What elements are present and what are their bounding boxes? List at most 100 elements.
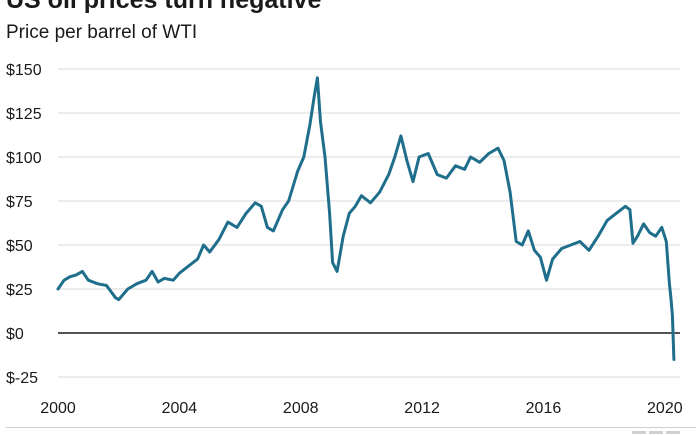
data-point [96,282,99,285]
data-point [454,165,457,167]
data-point [354,205,357,208]
y-tick-label: $0 [6,326,24,343]
data-point [418,156,420,158]
data-point [412,180,414,183]
data-point [136,282,138,285]
data-point [515,240,517,243]
data-point [597,235,599,237]
data-point [660,226,663,229]
data-point [509,191,511,193]
data-point [632,242,634,245]
data-point [545,279,548,282]
data-point [324,156,326,158]
y-tick-label: $25 [6,282,33,299]
data-point [629,209,631,211]
data-point [668,282,671,285]
data-point [463,168,466,171]
data-point [172,279,175,282]
x-tick-label: 2020 [647,400,683,417]
data-point [360,194,363,197]
y-tick-label: $-25 [6,370,38,387]
y-tick-label: $100 [6,150,42,167]
data-point [560,247,563,250]
data-point [648,231,651,234]
data-point [218,238,220,241]
data-point [114,297,117,299]
data-point [445,177,448,179]
series-layer [56,76,676,361]
data-point [57,288,59,290]
y-axis-tick-labels: $150 $125 $100 $75 $50 $25 $0 $-25 [6,62,42,387]
data-point [236,226,238,229]
data-point [497,147,499,149]
data-point [296,170,299,172]
data-point [151,270,153,273]
y-tick-label: $75 [6,194,33,211]
gridlines [58,68,680,378]
data-point [348,212,351,215]
data-point [287,200,290,202]
x-tick-label: 2012 [404,400,440,417]
data-point [105,284,108,287]
data-point [331,261,334,264]
data-point [369,201,372,204]
footer-logo [632,431,680,434]
data-point [81,270,84,273]
chart-title: US oil prices turn negative [6,0,322,14]
x-tick-label: 2016 [526,400,562,417]
data-point [488,152,490,155]
data-point [302,156,305,158]
x-axis-tick-labels: 2000 2004 2008 2012 2016 2020 [40,400,683,417]
x-tick-label: 2004 [162,400,198,417]
x-tick-label: 2000 [40,400,76,417]
data-point [196,258,199,260]
data-point [551,258,554,260]
data-point [75,274,78,276]
data-point [126,288,129,290]
y-tick-label: $125 [6,106,42,123]
data-point [178,272,181,274]
data-point [336,270,338,273]
data-point [87,279,90,282]
data-point [145,279,147,282]
data-point [671,314,674,317]
data-point [427,152,429,155]
data-point [469,156,472,158]
data-point [187,265,190,267]
data-point [245,212,247,215]
data-point [266,226,269,229]
data-point [579,240,581,243]
data-point [400,135,402,137]
data-point [309,124,311,127]
data-point [157,281,159,283]
data-point [272,230,275,232]
data-point [673,358,675,361]
data-point [163,277,165,280]
data-point [588,249,590,252]
data-point [393,156,396,158]
data-point [342,235,345,237]
data-point [319,121,322,123]
data-point [227,221,229,223]
bottom-divider [6,427,696,428]
data-point [63,279,65,282]
data-point [615,212,618,215]
data-point [478,161,481,164]
data-point [606,219,608,222]
chart-subtitle: Price per barrel of WTI [6,22,198,43]
data-point [642,223,645,225]
data-point [539,256,542,259]
data-point [654,235,657,237]
data-point [387,173,390,176]
data-point [665,240,668,243]
data-point [569,244,572,246]
data-point [527,230,530,232]
data-point [670,297,672,299]
data-point [378,191,381,193]
data-point [208,251,211,253]
x-tick-label: 2008 [283,400,319,417]
y-tick-label: $50 [6,238,33,255]
data-point [533,249,536,252]
y-tick-label: $150 [6,62,42,79]
